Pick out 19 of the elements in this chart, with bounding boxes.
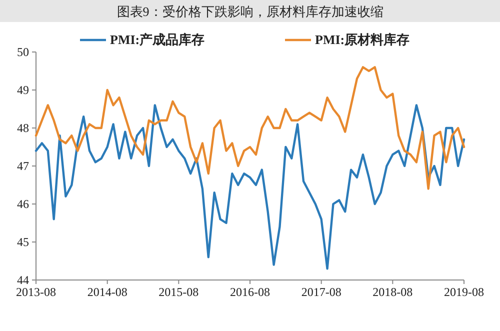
x-tick-label: 2018-08 (372, 285, 413, 299)
y-tick-label: 50 (17, 45, 29, 59)
line-series (34, 66, 466, 190)
x-tick-label: 2017-08 (301, 285, 342, 299)
x-tick-label: 2014-08 (87, 285, 128, 299)
x-tick-label: 2019-08 (444, 285, 484, 299)
x-tick-label: 2013-08 (16, 285, 56, 299)
y-tick-label: 49 (17, 83, 29, 97)
x-tick-label: 2015-08 (158, 285, 199, 299)
y-tick-label: 48 (17, 121, 29, 135)
legend-label: PMI:产成品库存 (110, 32, 205, 47)
line-series (34, 104, 466, 270)
y-tick-label: 46 (17, 197, 29, 211)
y-tick-label: 44 (17, 273, 29, 287)
legend-label: PMI:原材料库存 (315, 32, 410, 47)
x-tick-label: 2016-08 (230, 285, 270, 299)
y-tick-label: 47 (17, 159, 29, 173)
chart-title: 图表9：受价格下跌影响，原材料库存加速收缩 (116, 4, 384, 19)
y-tick-label: 45 (17, 235, 29, 249)
